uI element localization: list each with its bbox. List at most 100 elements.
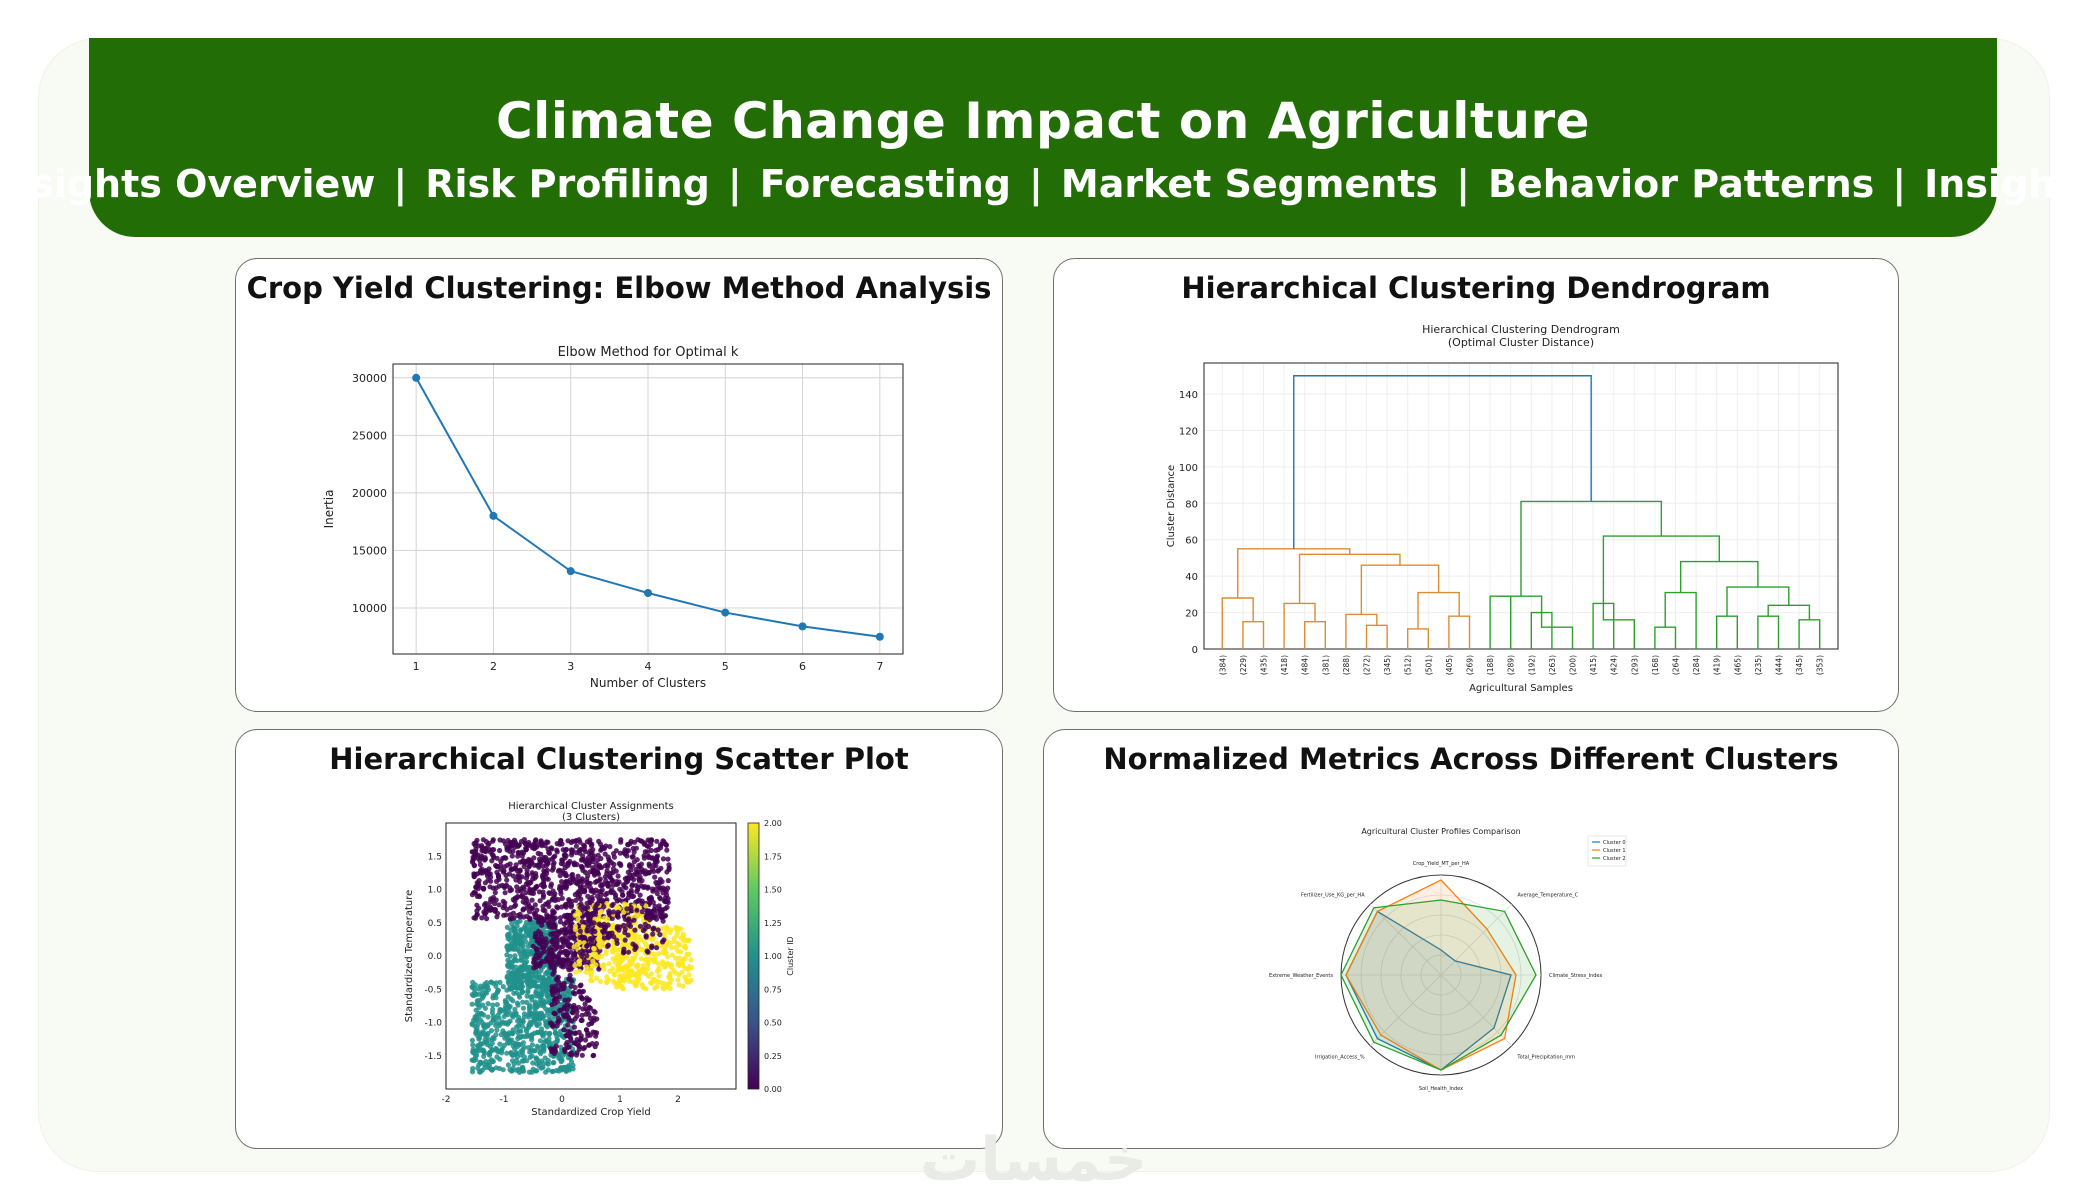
- scatter-point-cluster-1: [521, 1014, 527, 1020]
- scatter-point-cluster-0: [597, 948, 603, 954]
- scatter-point-cluster-0: [501, 912, 507, 918]
- scatter-point-cluster-0: [560, 964, 566, 970]
- scatter-point-cluster-0: [665, 856, 671, 862]
- scatter-point-cluster-0: [551, 968, 557, 975]
- scatter-point-cluster-0: [554, 904, 560, 910]
- scatter-point-cluster-0: [652, 874, 658, 880]
- scatter-point-cluster-0: [546, 890, 552, 896]
- scatter-point-cluster-0: [551, 1010, 557, 1016]
- scatter-point-cluster-0: [502, 890, 508, 896]
- scatter-point-cluster-0: [541, 868, 547, 874]
- scatter-point-cluster-2: [682, 943, 688, 949]
- scatter-point-cluster-0: [570, 875, 576, 881]
- scatter-point-cluster-1: [494, 1027, 500, 1033]
- scatter-colorbar-tick-label: 0.75: [764, 985, 782, 994]
- scatter-point-cluster-0: [601, 845, 608, 851]
- scatter-point-cluster-1: [490, 995, 496, 1001]
- scatter-point-cluster-1: [529, 926, 535, 932]
- scatter-point-cluster-0: [572, 892, 578, 898]
- scatter-point-cluster-0: [551, 916, 557, 922]
- scatter-point-cluster-0: [641, 841, 647, 847]
- scatter-point-cluster-0: [520, 894, 526, 900]
- scatter-point-cluster-2: [651, 976, 657, 983]
- scatter-point-cluster-1: [472, 989, 478, 995]
- scatter-point-cluster-0: [606, 911, 612, 917]
- dendrogram-chart: Hierarchical Clustering Dendrogram(Optim…: [1166, 323, 1839, 694]
- nav-item-behavior-patterns[interactable]: Behavior Patterns: [1487, 162, 1875, 206]
- scatter-point-cluster-1: [503, 1009, 509, 1015]
- radar-chart: Agricultural Cluster Profiles Comparison…: [1269, 827, 1627, 1092]
- scatter-point-cluster-0: [570, 935, 576, 941]
- scatter-point-cluster-0: [475, 855, 481, 861]
- scatter-point-cluster-0: [508, 887, 515, 893]
- scatter-point-cluster-0: [547, 951, 553, 957]
- scatter-point-cluster-2: [590, 958, 596, 964]
- scatter-point-cluster-0: [548, 883, 554, 889]
- radar-legend-label: Cluster 2: [1603, 856, 1626, 862]
- dendrogram-link: [1489, 595, 1512, 649]
- scatter-point-cluster-0: [508, 905, 514, 911]
- scatter-point-cluster-0: [652, 859, 658, 865]
- scatter-point-cluster-1: [481, 1030, 487, 1036]
- scatter-point-cluster-0: [540, 876, 547, 882]
- nav-item-insights-overview[interactable]: Insights Overview: [0, 162, 376, 206]
- scatter-point-cluster-2: [645, 965, 651, 972]
- scatter-point-cluster-0: [656, 867, 662, 873]
- scatter-point-cluster-0: [577, 949, 583, 956]
- dendrogram-leaf-label: (501): [1424, 655, 1433, 675]
- scatter-point-cluster-0: [482, 856, 488, 862]
- scatter-point-cluster-2: [636, 972, 642, 979]
- scatter-point-cluster-0: [623, 885, 629, 891]
- scatter-xtick-label: -1: [500, 1095, 509, 1105]
- nav-separator: |: [1029, 162, 1043, 206]
- scatter-point-cluster-1: [479, 1047, 485, 1054]
- scatter-point-cluster-0: [595, 893, 601, 899]
- dendrogram-leaf-label: (345): [1383, 655, 1392, 675]
- nav-item-risk-profiling[interactable]: Risk Profiling: [425, 162, 710, 206]
- nav-item-forecasting[interactable]: Forecasting: [759, 162, 1011, 206]
- scatter-point-cluster-0: [559, 868, 565, 874]
- scatter-point-cluster-1: [490, 1059, 496, 1065]
- nav-separator: |: [393, 162, 408, 206]
- scatter-point-cluster-2: [686, 963, 692, 969]
- scatter-point-cluster-1: [529, 1053, 535, 1059]
- scatter-point-cluster-0: [602, 851, 608, 857]
- scatter-point-cluster-1: [508, 1050, 514, 1056]
- scatter-point-cluster-1: [496, 1015, 502, 1021]
- scatter-colorbar: [747, 822, 760, 1090]
- scatter-point-cluster-1: [529, 1069, 535, 1075]
- scatter-point-cluster-0: [570, 838, 576, 844]
- scatter-point-cluster-0: [576, 1004, 582, 1010]
- scatter-point-cluster-0: [582, 889, 588, 895]
- scatter-point-cluster-0: [532, 956, 538, 962]
- scatter-point-cluster-0: [496, 902, 502, 908]
- scatter-point-cluster-2: [603, 948, 609, 954]
- scatter-point-cluster-0: [591, 1008, 597, 1014]
- scatter-point-cluster-2: [602, 915, 608, 921]
- scatter-point-cluster-2: [576, 959, 582, 965]
- nav-item-insights[interactable]: Insights: [1924, 162, 2075, 206]
- scatter-point-cluster-0: [569, 849, 575, 856]
- scatter-point-cluster-0: [651, 907, 657, 913]
- scatter-point-cluster-0: [656, 903, 662, 909]
- scatter-point-cluster-1: [509, 1058, 516, 1064]
- scatter-point-cluster-2: [642, 957, 648, 963]
- scatter-point-cluster-1: [543, 1069, 549, 1075]
- scatter-point-cluster-0: [490, 885, 496, 891]
- scatter-point-cluster-0: [663, 913, 669, 919]
- scatter-point-cluster-1: [540, 1030, 546, 1036]
- nav-item-market-segments[interactable]: Market Segments: [1060, 162, 1439, 206]
- scatter-point-cluster-1: [552, 1030, 559, 1036]
- scatter-point-cluster-0: [527, 880, 533, 886]
- scatter-point-cluster-0: [586, 1021, 592, 1028]
- elbow-point: [412, 373, 421, 382]
- scatter-point-cluster-0: [621, 922, 627, 928]
- scatter-point-cluster-0: [592, 879, 598, 885]
- scatter-point-cluster-1: [470, 979, 476, 985]
- scatter-point-cluster-0: [508, 866, 515, 872]
- scatter-point-cluster-0: [539, 945, 545, 951]
- dendrogram-link: [1520, 500, 1663, 597]
- scatter-point-cluster-0: [476, 893, 482, 899]
- scatter-point-cluster-0: [557, 919, 563, 925]
- elbow-xlabel: Number of Clusters: [590, 676, 706, 690]
